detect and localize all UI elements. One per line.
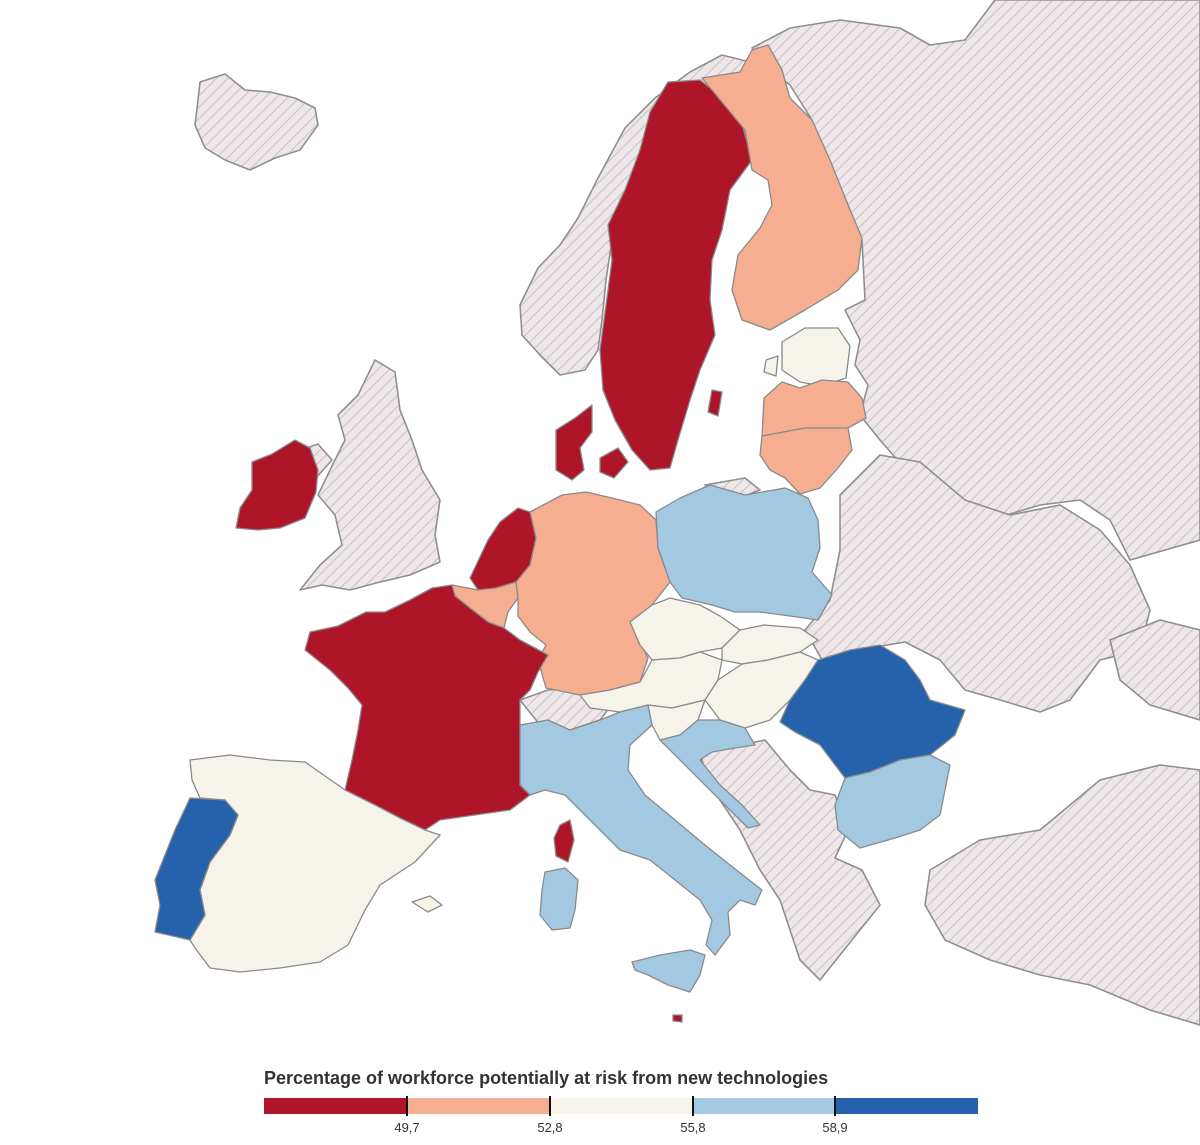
country-sweden[interactable] (599, 79, 753, 471)
country-estonia[interactable] (763, 327, 851, 387)
country-denmark[interactable] (555, 404, 629, 481)
legend-title: Percentage of workforce potentially at r… (264, 1068, 829, 1088)
country-poland[interactable] (655, 484, 833, 621)
legend-threshold-label: 52,8 (537, 1120, 563, 1135)
country-ireland[interactable] (235, 439, 319, 531)
country-bulgaria[interactable] (834, 754, 951, 849)
country-france[interactable] (304, 584, 549, 831)
no-data-regions (194, 0, 1200, 1026)
country-balearics[interactable] (411, 895, 443, 913)
country-corsica[interactable] (553, 819, 575, 863)
country-italy[interactable] (519, 704, 763, 956)
eu-countries (154, 44, 966, 1023)
legend-tick-1 (406, 1096, 408, 1116)
country-gotland[interactable] (707, 389, 723, 417)
country-lithuania[interactable] (759, 427, 853, 495)
legend-tick-3 (692, 1096, 694, 1116)
map-area (154, 0, 1200, 1026)
legend-swatch-5 (835, 1098, 978, 1114)
legend-swatch-3 (549, 1098, 693, 1114)
country-sardinia[interactable] (539, 867, 579, 931)
country-sicily[interactable] (631, 949, 706, 993)
legend-threshold-label: 58,9 (822, 1120, 848, 1135)
legend-threshold-label: 55,8 (680, 1120, 706, 1135)
region-iceland (194, 73, 319, 171)
region-balkans (699, 739, 881, 981)
legend-tick-2 (549, 1096, 551, 1116)
country-malta[interactable] (672, 1014, 683, 1023)
legend-color-bar (264, 1098, 978, 1114)
legend-tick-4 (834, 1096, 836, 1116)
country-portugal[interactable] (154, 797, 239, 941)
legend-swatch-1 (264, 1098, 407, 1114)
region-caucasus (1109, 619, 1200, 721)
europe-map (154, 0, 1200, 1026)
legend-threshold-label: 49,7 (394, 1120, 420, 1135)
region-belarus-ukraine (804, 454, 1151, 713)
legend: Percentage of workforce potentially at r… (264, 1068, 984, 1138)
country-finland[interactable] (701, 44, 863, 331)
legend-swatch-2 (406, 1098, 550, 1114)
region-uk (299, 359, 441, 591)
region-turkey (924, 764, 1200, 1026)
country-croatia[interactable] (659, 719, 761, 829)
legend-swatch-4 (692, 1098, 836, 1114)
